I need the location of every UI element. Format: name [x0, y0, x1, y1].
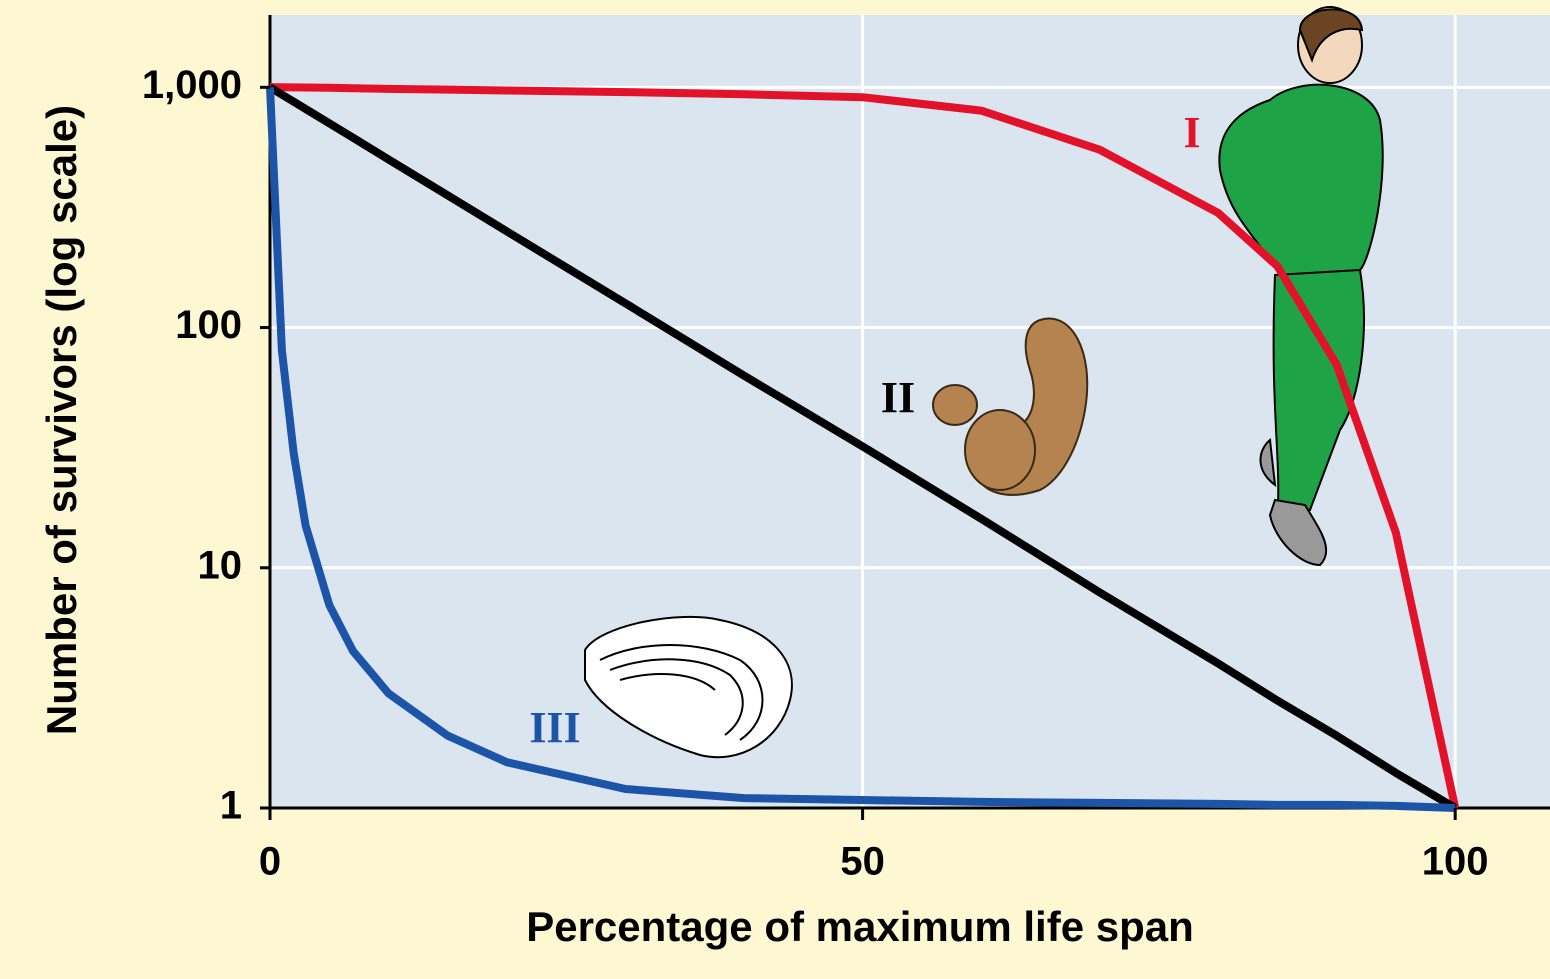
x-axis-title: Percentage of maximum life span: [526, 903, 1194, 950]
y-tick-label: 1,000: [142, 63, 242, 107]
curve-label: I: [1183, 108, 1200, 157]
x-tick-label: 50: [840, 840, 885, 884]
curve-label: II: [881, 373, 915, 422]
curve-label: III: [529, 703, 580, 752]
x-tick-label: 100: [1422, 840, 1489, 884]
y-tick-label: 10: [198, 543, 243, 587]
chart: Percentage of maximum life span Number o…: [0, 0, 1550, 979]
y-tick-label: 100: [175, 303, 242, 347]
y-tick-label: 1: [220, 784, 242, 828]
y-axis-title: Number of survivors (log scale): [38, 105, 85, 735]
x-tick-label: 0: [259, 840, 281, 884]
